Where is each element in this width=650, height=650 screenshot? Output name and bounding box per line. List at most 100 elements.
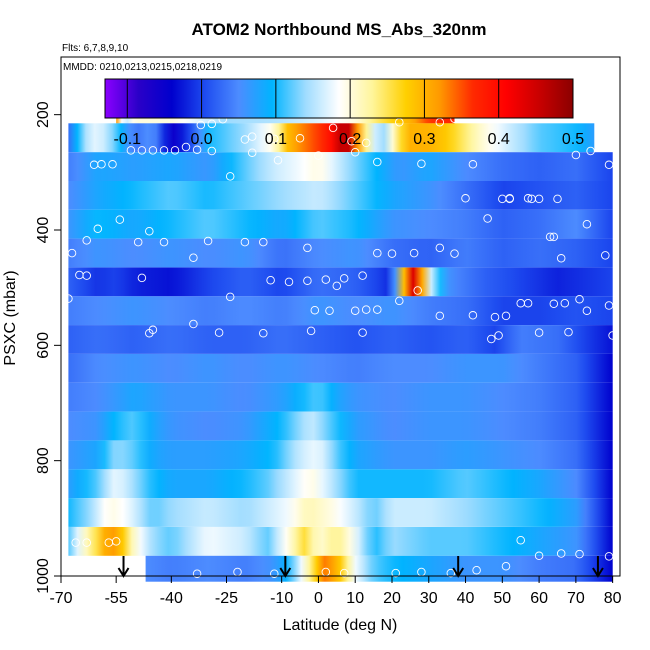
observation-point — [332, 281, 342, 291]
y-tick-label: 400 — [35, 217, 52, 244]
heatmap-band — [68, 296, 613, 326]
x-axis: -70 -55 -40 -25 -10 0 10 20 30 40 50 60 70 80 — [49, 575, 622, 607]
x-tick-label: 80 — [604, 590, 622, 607]
observation-point — [303, 243, 312, 253]
observation-point — [225, 172, 235, 181]
x-tick-label: 20 — [383, 590, 401, 607]
heatmap-band — [68, 469, 613, 499]
observation-point — [192, 569, 202, 578]
observation-point — [361, 305, 371, 314]
observation-point — [501, 561, 511, 571]
observation-point — [435, 243, 445, 253]
heatmap-band — [68, 354, 613, 383]
heatmap-band — [68, 152, 613, 181]
dates-note: MMDD: 0210,0213,0215,0218,0219 — [63, 62, 222, 73]
observation-point — [468, 311, 478, 320]
observation-point — [97, 160, 106, 169]
observation-point — [82, 236, 91, 245]
observation-point — [189, 319, 198, 329]
observation-point — [575, 294, 584, 304]
observation-point — [111, 537, 121, 546]
observation-point — [148, 146, 158, 155]
observation-point — [259, 237, 268, 247]
colorbar-gradient — [105, 79, 573, 118]
y-tick-label: 1000 — [35, 558, 52, 594]
observation-point — [145, 328, 154, 338]
observation-point — [505, 194, 514, 203]
observation-point — [93, 224, 103, 234]
observation-point — [284, 277, 294, 287]
observation-point — [259, 328, 268, 338]
observation-point — [266, 275, 275, 285]
x-tick-label: 40 — [457, 590, 475, 607]
observation-point — [545, 232, 555, 242]
observation-point — [310, 305, 320, 315]
observation-point — [560, 298, 570, 308]
observation-point — [207, 146, 217, 156]
observation-point — [435, 311, 445, 321]
observation-point — [339, 274, 349, 283]
observation-point — [604, 160, 614, 170]
flights-note: Flts: 6,7,8,9,10 — [62, 43, 129, 54]
observation-point — [321, 275, 331, 284]
observation-point — [240, 135, 250, 144]
heatmap-band — [68, 325, 613, 354]
y-axis-label: PSXC (mbar) — [2, 270, 19, 365]
observation-point — [534, 551, 544, 561]
observation-point — [523, 298, 533, 308]
observation-point — [446, 568, 456, 578]
observation-point — [553, 194, 562, 204]
observation-point — [133, 237, 143, 247]
observation-point — [373, 248, 382, 258]
heatmap-band — [68, 123, 595, 153]
observation-point — [501, 311, 511, 321]
observation-point — [608, 331, 617, 340]
observation-point — [225, 292, 235, 302]
x-tick-label: 0 — [314, 590, 323, 607]
observation-point — [82, 538, 91, 547]
observation-point — [189, 253, 198, 262]
heatmap-band — [68, 267, 613, 297]
observation-point — [361, 138, 371, 148]
observation-point — [494, 331, 503, 340]
observation-point — [534, 194, 544, 204]
x-tick-label: -40 — [160, 590, 183, 607]
observation-point — [273, 155, 283, 165]
y-tick-label: 600 — [35, 332, 52, 359]
heatmap-band — [68, 238, 613, 268]
x-tick-label: 30 — [420, 590, 438, 607]
x-tick-label: 50 — [493, 590, 511, 607]
heatmap-band — [68, 411, 613, 441]
observation-point — [145, 226, 154, 236]
chart-title: ATOM2 Northbound MS_Abs_320nm — [191, 20, 486, 39]
observation-point — [196, 120, 206, 130]
observation-point — [582, 306, 592, 315]
observation-point — [207, 119, 217, 129]
x-tick-label: 10 — [346, 590, 364, 607]
observation-point — [571, 150, 581, 160]
observation-point — [339, 568, 349, 578]
observation-point — [373, 305, 382, 314]
observation-point — [409, 248, 419, 258]
observation-point — [534, 328, 544, 337]
observation-point — [247, 148, 257, 157]
observation-point — [203, 236, 213, 246]
observation-point — [490, 312, 500, 322]
observation-point — [556, 254, 566, 263]
observation-point — [71, 538, 80, 547]
observation-point — [192, 145, 202, 155]
observation-point — [170, 146, 180, 155]
observation-point — [483, 214, 492, 223]
colorbar-tick-label: 0.5 — [562, 131, 584, 148]
observation-point — [306, 326, 316, 336]
observation-point — [314, 151, 323, 160]
observation-point — [82, 271, 91, 280]
observation-point — [586, 146, 595, 156]
heatmap-band — [68, 382, 613, 412]
observation-point — [67, 248, 77, 258]
observation-point — [523, 194, 533, 203]
heatmap-band — [145, 555, 613, 582]
colorbar-tick-label: 0.1 — [265, 131, 287, 148]
observation-point — [247, 132, 257, 141]
